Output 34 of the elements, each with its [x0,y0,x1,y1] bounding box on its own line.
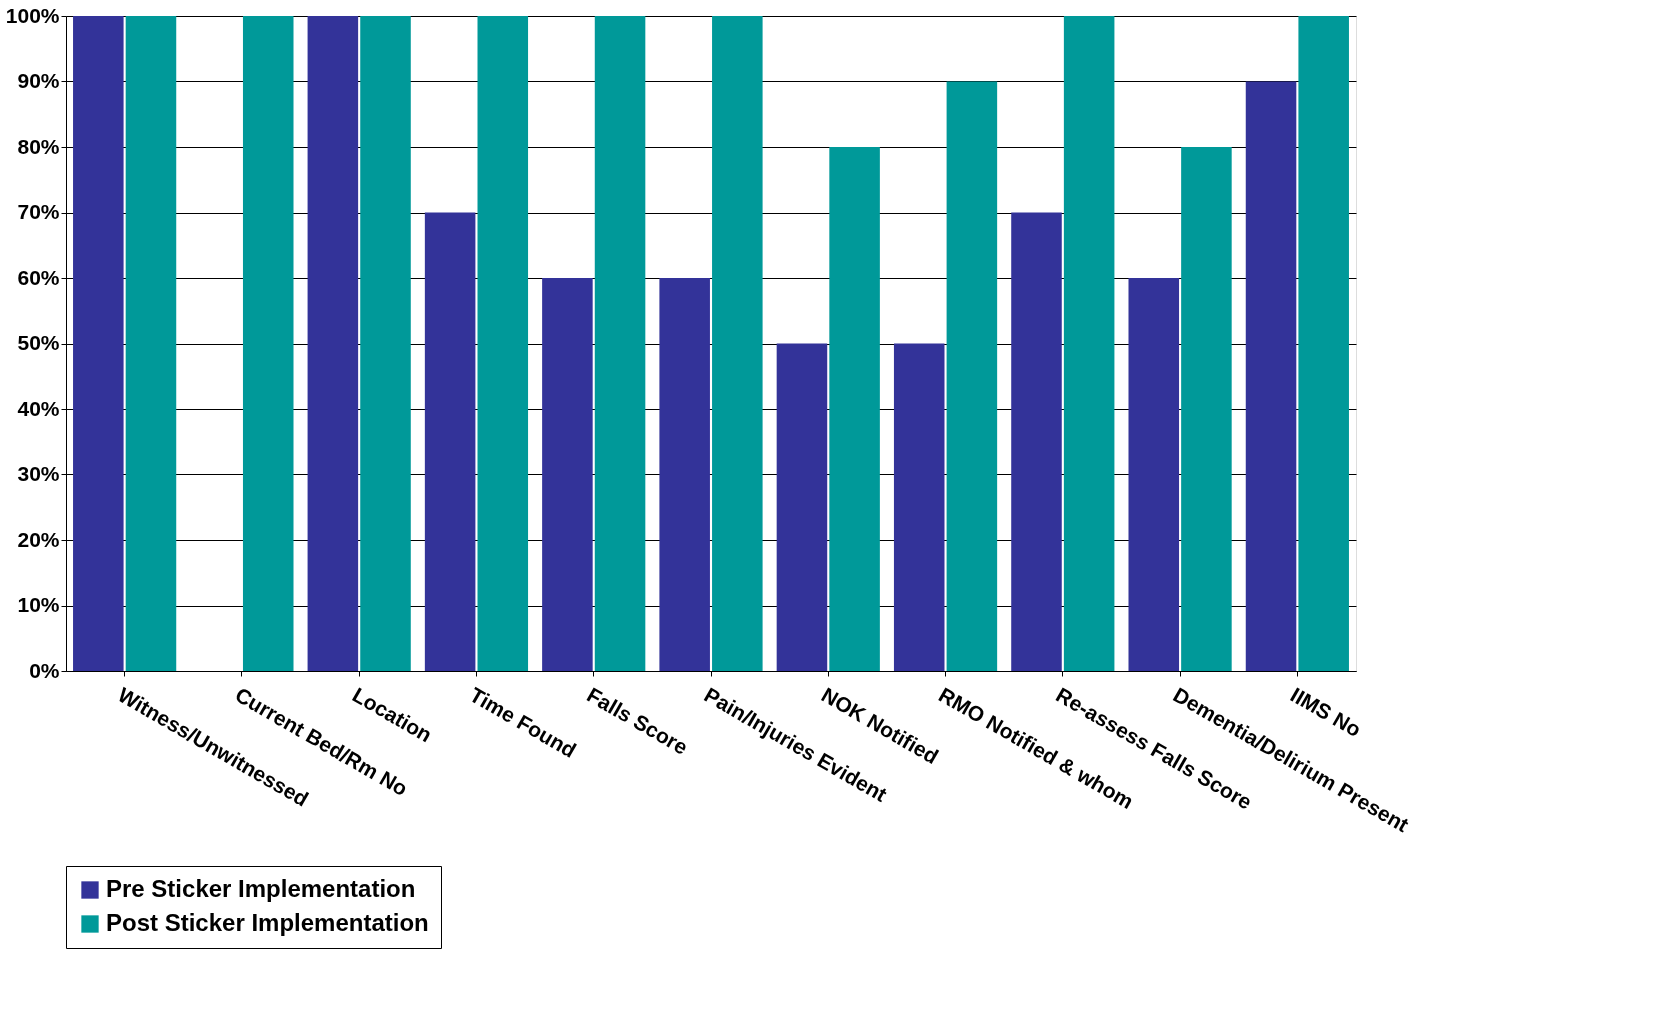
bar [829,147,880,671]
bar [776,343,828,671]
legend-label: Pre Sticker Implementation [106,875,416,902]
bar [1011,212,1062,671]
y-tick-label: 90% [17,69,60,92]
bar [73,16,124,671]
bar [946,81,998,671]
bar [659,278,710,671]
bar [712,16,763,671]
y-tick-label: 80% [17,134,60,158]
bar [893,343,945,671]
legend-label: Post Sticker Implementation [106,909,429,936]
y-tick-label: 50% [17,331,60,354]
y-tick-label: 40% [17,396,60,420]
y-tick-label: 10% [17,593,60,616]
bar [477,16,529,671]
y-tick-label: 0% [29,658,60,682]
bar [360,16,411,671]
bar [1128,278,1180,671]
y-tick-label: 60% [17,265,60,289]
bar [1063,16,1115,671]
y-tick-label: 70% [17,200,60,223]
y-tick-label: 20% [17,527,60,551]
bar [1245,81,1297,671]
bar [1181,147,1232,671]
bar [594,16,646,671]
y-tick-label: 30% [17,462,60,485]
bar [1298,16,1349,671]
bar [125,16,177,671]
y-tick-label: 100% [5,3,60,27]
bar [242,16,294,671]
bar [542,278,593,671]
bar [424,212,476,671]
bar [307,16,359,671]
